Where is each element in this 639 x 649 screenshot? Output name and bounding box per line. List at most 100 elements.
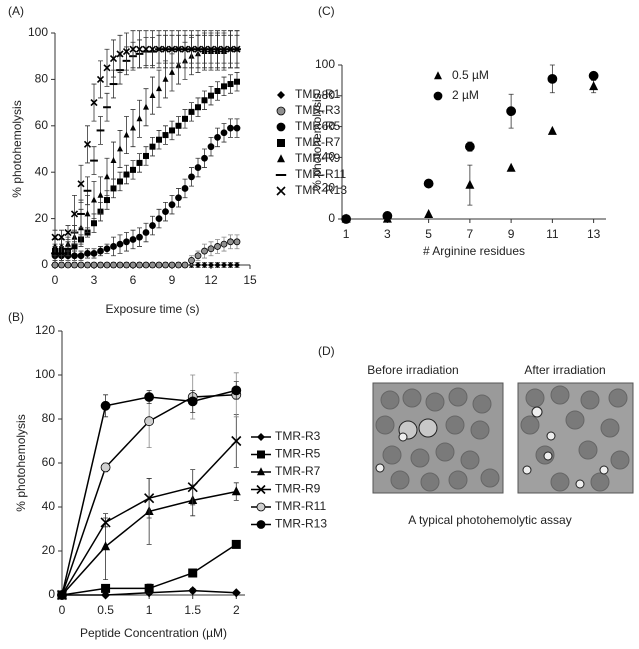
marker [588, 70, 599, 81]
marker [341, 214, 352, 224]
legend-entry: 0.5 µM [434, 68, 489, 82]
marker [277, 154, 285, 163]
marker [129, 236, 137, 243]
marker [175, 194, 182, 202]
x-tick-label: 0 [59, 603, 66, 617]
marker [101, 583, 111, 593]
marker [187, 482, 198, 493]
legend-label: 2 µM [452, 88, 479, 102]
marker [213, 45, 222, 53]
marker [227, 81, 234, 88]
marker [149, 222, 156, 229]
marker [155, 261, 163, 269]
marker [214, 262, 221, 268]
marker [188, 173, 195, 181]
legend-entry: TMR-R9 [277, 151, 341, 165]
marker [91, 196, 97, 203]
marker [181, 261, 189, 269]
marker [110, 243, 117, 250]
marker [162, 132, 169, 139]
series [51, 30, 241, 245]
x-tick-label: 2 [233, 603, 240, 617]
marker [233, 238, 241, 246]
legend-entry: TMR-R5 [276, 119, 341, 133]
marker [182, 115, 188, 122]
marker [257, 450, 265, 459]
marker [162, 75, 169, 82]
marker [220, 240, 228, 248]
marker [142, 229, 150, 236]
marker [136, 159, 143, 166]
marker [465, 179, 475, 189]
x-axis-label: Peptide Concentration (µM) [80, 626, 227, 640]
marker [220, 45, 228, 53]
marker [434, 71, 442, 80]
marker [64, 261, 72, 269]
marker [506, 106, 517, 117]
marker [156, 85, 162, 92]
marker [84, 261, 91, 269]
marker [162, 208, 169, 216]
marker [103, 245, 111, 253]
marker [214, 243, 221, 250]
marker [227, 262, 234, 268]
legend-entry: TMR-R11 [275, 167, 346, 181]
marker [144, 392, 155, 402]
marker [168, 201, 176, 209]
marker [123, 131, 130, 138]
marker [91, 220, 97, 227]
marker [234, 262, 240, 268]
marker [58, 261, 65, 269]
marker [100, 400, 111, 411]
x-tick-label: 5 [425, 227, 432, 241]
x-tick-label: 7 [467, 227, 474, 241]
marker [116, 261, 124, 269]
marker [130, 166, 136, 173]
y-tick-label: 80 [35, 72, 49, 86]
marker [382, 211, 393, 221]
marker [84, 249, 91, 257]
marker [231, 486, 241, 496]
legend-label: TMR-R3 [275, 429, 321, 443]
x-axis-label: Exposure time (s) [105, 302, 199, 316]
legend-entry: TMR-R9 [251, 482, 321, 496]
marker [256, 520, 266, 529]
marker [161, 45, 170, 53]
marker [506, 162, 516, 172]
marker [201, 247, 208, 255]
y-tick-label: 20 [35, 211, 49, 225]
x-tick-label: 1.5 [184, 603, 201, 617]
marker [84, 210, 91, 217]
legend-label: TMR-R1 [295, 87, 341, 101]
marker [175, 261, 182, 269]
marker [257, 467, 265, 476]
legend-label: TMR-R9 [275, 482, 321, 496]
marker [181, 185, 189, 192]
x-tick-label: 15 [243, 273, 257, 287]
marker [155, 215, 163, 223]
marker [276, 122, 286, 132]
x-tick-label: 0.5 [97, 603, 114, 617]
marker [104, 197, 110, 204]
marker [129, 45, 137, 53]
legend-label: TMR-R13 [275, 517, 327, 531]
marker [144, 493, 155, 504]
marker [149, 261, 156, 269]
x-tick-label: 12 [204, 273, 218, 287]
marker [148, 45, 157, 53]
x-tick-label: 0 [52, 273, 59, 287]
marker [221, 262, 227, 268]
marker [188, 568, 198, 578]
y-axis-label: % photohemolysis [14, 414, 28, 511]
legend-entry: TMR-R3 [276, 103, 341, 117]
cells [375, 385, 630, 492]
y-tick-label: 20 [42, 543, 56, 557]
marker [231, 385, 242, 396]
marker [110, 157, 117, 163]
y-tick-label: 40 [35, 164, 49, 178]
marker [188, 108, 195, 115]
legend-label: TMR-R7 [275, 464, 321, 478]
legend-label: TMR-R9 [295, 151, 341, 165]
marker [123, 261, 130, 269]
marker [194, 164, 202, 171]
